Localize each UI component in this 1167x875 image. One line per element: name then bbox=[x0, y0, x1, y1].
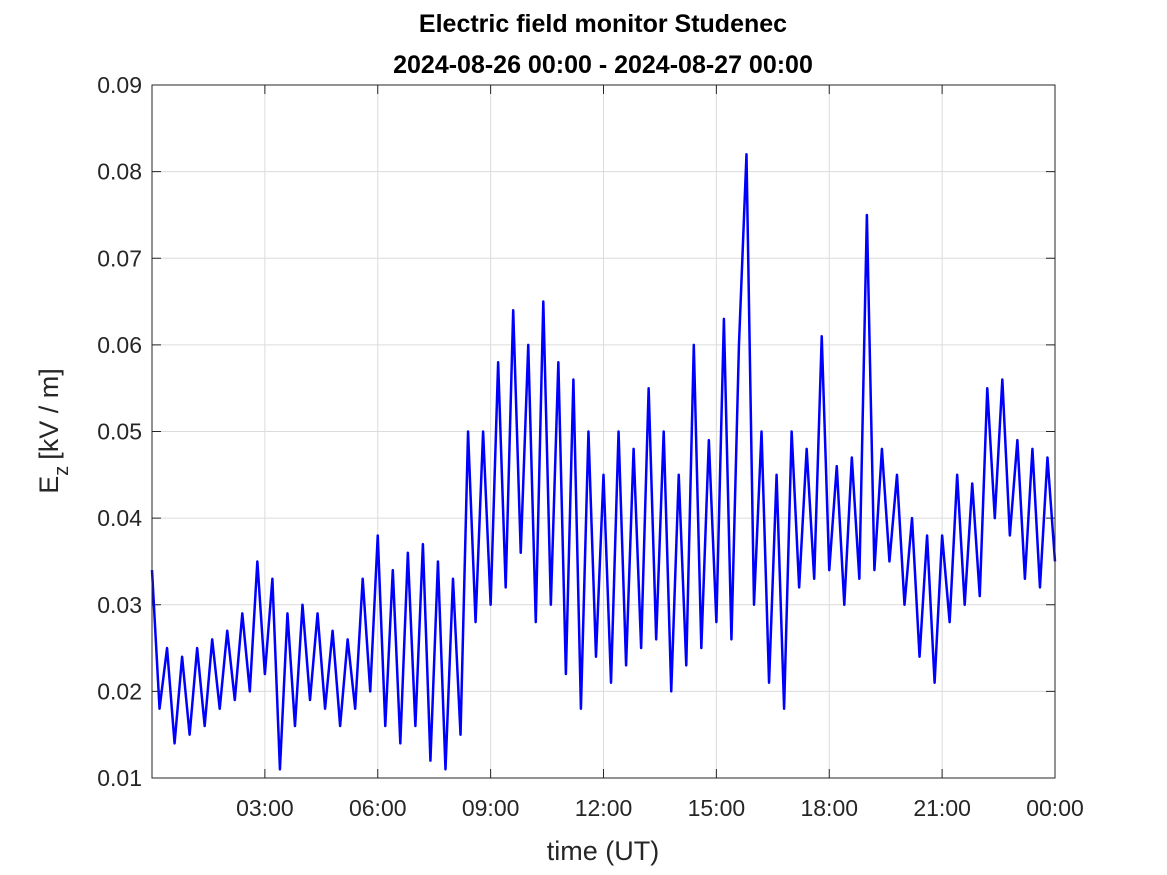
y-label-sub: z bbox=[51, 466, 73, 476]
x-tick-label: 12:00 bbox=[575, 795, 633, 821]
data-line bbox=[150, 153, 1057, 771]
x-tick-label: 15:00 bbox=[688, 795, 746, 821]
x-tick-label: 03:00 bbox=[236, 795, 294, 821]
chart-title: Electric field monitor Studenec bbox=[419, 10, 787, 38]
y-tick-label: 0.07 bbox=[97, 245, 142, 271]
y-tick-label: 0.01 bbox=[97, 765, 142, 791]
x-tick-label: 21:00 bbox=[913, 795, 971, 821]
y-axis-label: Ez [kV / m] bbox=[34, 368, 73, 494]
y-tick-label: 0.02 bbox=[97, 678, 142, 704]
y-tick-label: 0.08 bbox=[97, 159, 142, 185]
y-tick-label: 0.04 bbox=[97, 505, 142, 531]
x-tick-label: 06:00 bbox=[349, 795, 407, 821]
x-tick-label: 00:00 bbox=[1026, 795, 1084, 821]
y-tick-label: 0.05 bbox=[97, 419, 142, 445]
y-tick-label: 0.09 bbox=[97, 72, 142, 98]
y-label-unit: [kV / m] bbox=[34, 368, 64, 460]
x-axis-label: time (UT) bbox=[547, 836, 659, 866]
chart-subtitle: 2024-08-26 00:00 - 2024-08-27 00:00 bbox=[393, 51, 813, 79]
x-tick-label: 09:00 bbox=[462, 795, 520, 821]
y-label-main: E bbox=[34, 476, 64, 494]
y-tick-label: 0.03 bbox=[97, 592, 142, 618]
y-tick-label: 0.06 bbox=[97, 332, 142, 358]
x-tick-label: 18:00 bbox=[800, 795, 858, 821]
axes-box bbox=[151, 84, 1056, 779]
